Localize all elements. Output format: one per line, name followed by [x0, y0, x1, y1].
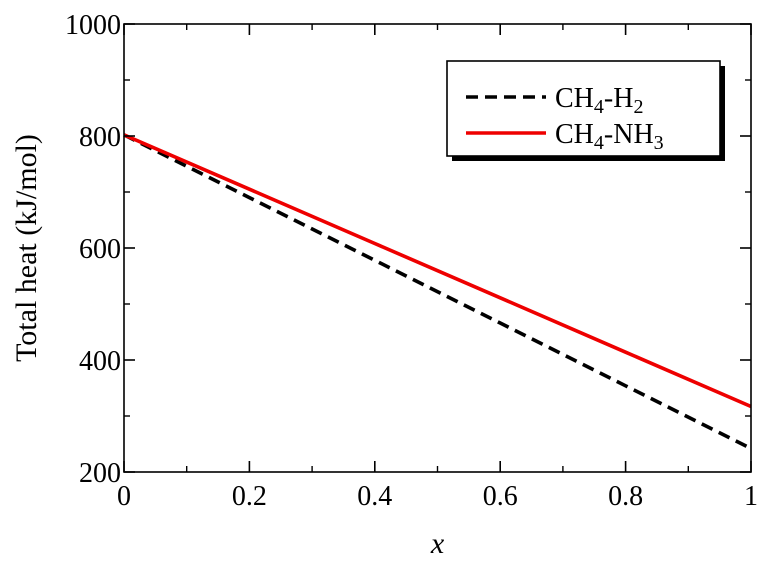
x-tick-label: 0.8 — [608, 481, 643, 512]
series-line-ch4-nh3 — [123, 133, 752, 409]
y-axis-title: Total heat (kJ/mol) — [10, 134, 43, 362]
x-tick-label: 0.4 — [357, 481, 392, 512]
x-tick-label: 0.2 — [232, 481, 267, 512]
x-axis-title: x — [430, 527, 445, 560]
x-tick-label: 1 — [744, 481, 758, 512]
y-tick-label: 600 — [79, 234, 121, 265]
series-layer — [123, 133, 752, 451]
y-tick-label: 800 — [79, 122, 121, 153]
y-tick-label: 1000 — [65, 10, 121, 41]
y-tick-label: 400 — [79, 346, 121, 377]
series-line-ch4-h2 — [123, 133, 752, 451]
ticks-layer — [123, 23, 752, 473]
y-tick-label: 200 — [79, 458, 121, 489]
legend-box — [446, 60, 721, 157]
x-tick-label: 0 — [117, 481, 131, 512]
tick-labels: 0 0.2 0.4 0.6 0.8 1 200 400 600 800 1000 — [65, 10, 758, 512]
x-tick-label: 0.6 — [483, 481, 518, 512]
legend-label: CH4-NH3 — [555, 119, 664, 154]
legend-label: CH4-H2 — [555, 83, 643, 118]
